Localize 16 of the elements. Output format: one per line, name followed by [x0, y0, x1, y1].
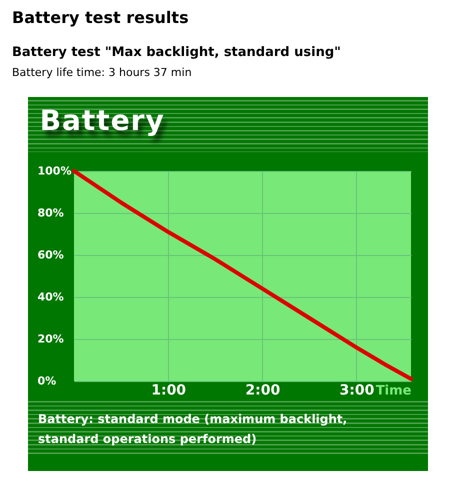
x-axis-title: Time: [376, 384, 412, 398]
text: Battery life time: 3 hours 37 min: [12, 66, 192, 79]
x-tick-label: 3:00: [339, 382, 375, 398]
y-tick-label: 60%: [38, 248, 64, 262]
line-series: [72, 169, 413, 381]
y-tick-label: 0%: [38, 374, 56, 388]
y-tick-label: 40%: [38, 290, 64, 304]
x-tick-label: 2:00: [245, 382, 280, 398]
text: Battery: [40, 104, 165, 138]
x-tick-label: 1:00: [151, 382, 186, 398]
y-tick-label: 80%: [38, 206, 64, 220]
chart-title: Battery test results: [12, 8, 189, 27]
text: Battery: standard mode (maximum backlight, standard operations performed): [38, 410, 348, 448]
y-tick-label: 20%: [38, 332, 64, 346]
y-tick-label: 100%: [38, 164, 72, 178]
chart-subtitle: Battery test "Max backlight, standard using": [12, 45, 341, 61]
